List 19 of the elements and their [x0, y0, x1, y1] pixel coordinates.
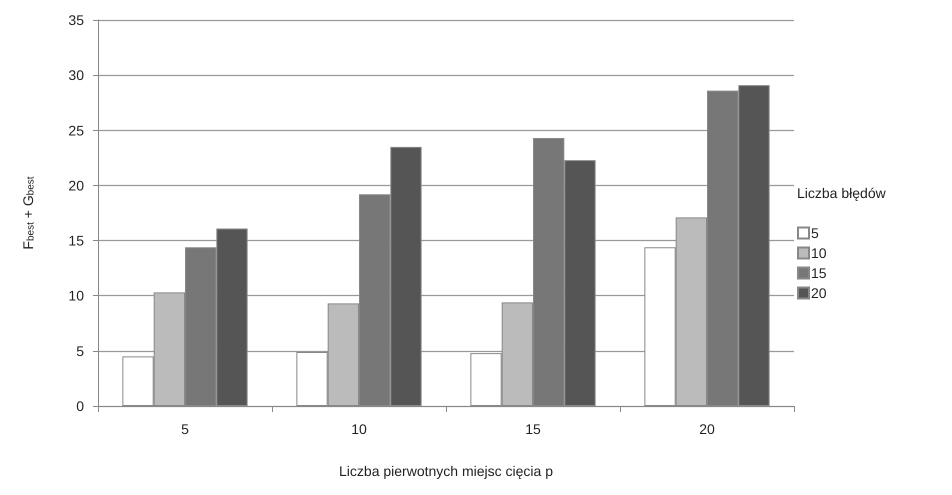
legend-label: 20 [811, 285, 827, 301]
y-tick-label: 10 [68, 288, 84, 304]
y-tick-label: 30 [68, 67, 84, 84]
y-tick-label: 35 [68, 12, 84, 28]
legend-title: Liczba błędów [797, 185, 887, 201]
y-tick-label: 20 [68, 177, 84, 194]
x-tick-label: 20 [699, 421, 715, 437]
x-axis-title: Liczba pierwotnych miejsc cięcia p [339, 463, 554, 479]
y-tick-label: 0 [76, 398, 84, 414]
y-tick-label: 15 [68, 232, 84, 249]
y-tick-label: 25 [68, 122, 84, 138]
x-tick-label: 15 [525, 421, 541, 437]
y-axis-title: Fbest + Gbest [20, 176, 36, 250]
legend-label: 5 [811, 225, 819, 241]
legend-label: 10 [811, 245, 827, 261]
x-tick-label: 10 [351, 421, 367, 437]
legend-label: 15 [811, 265, 827, 281]
x-tick-label: 5 [181, 421, 190, 437]
y-tick-label: 5 [76, 342, 84, 359]
